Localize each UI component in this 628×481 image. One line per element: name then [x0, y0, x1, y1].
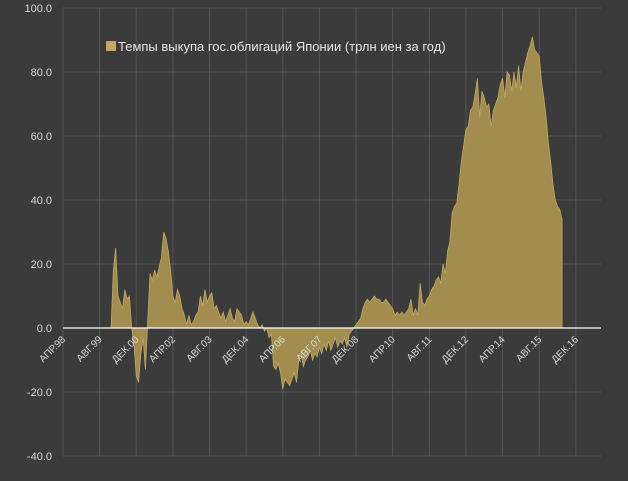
- x-tick-label: АВГ.99: [75, 334, 105, 364]
- x-tick-label: АВГ.11: [405, 334, 435, 364]
- x-tick-label: АПР.02: [147, 334, 178, 365]
- x-tick-label: АПР.14: [477, 334, 508, 365]
- legend-swatch: [106, 41, 116, 51]
- y-tick-label: -20.0: [27, 387, 52, 399]
- y-tick-label: 20.0: [31, 259, 52, 271]
- x-tick-label: АПР.98: [37, 334, 68, 365]
- y-tick-label: 60.0: [31, 131, 52, 143]
- y-tick-label: -40.0: [27, 451, 52, 463]
- x-tick-label: АПР.10: [367, 334, 398, 365]
- y-tick-label: 40.0: [31, 195, 52, 207]
- series-area: [63, 36, 601, 389]
- x-tick-label: ДЕК.16: [550, 334, 582, 366]
- y-axis-ticks: 100.0 80.0 60.0 40.0 20.0 0.0 -20.0 -40.0: [24, 3, 52, 463]
- legend-label: Темпы выкупа гос.облигаций Японии (трлн …: [118, 39, 446, 54]
- x-tick-label: АВГ.15: [514, 334, 544, 364]
- x-gridlines: [62, 8, 577, 456]
- y-tick-label: 0.0: [37, 323, 52, 335]
- series-area-fill: [110, 36, 563, 389]
- legend: Темпы выкупа гос.облигаций Японии (трлн …: [106, 39, 446, 54]
- x-tick-label: ДЕК.04: [220, 334, 252, 366]
- y-tick-label: 100.0: [24, 3, 52, 15]
- y-tick-label: 80.0: [31, 67, 52, 79]
- x-tick-label: ДЕК.12: [440, 334, 472, 366]
- x-tick-label: АВГ.03: [185, 334, 215, 364]
